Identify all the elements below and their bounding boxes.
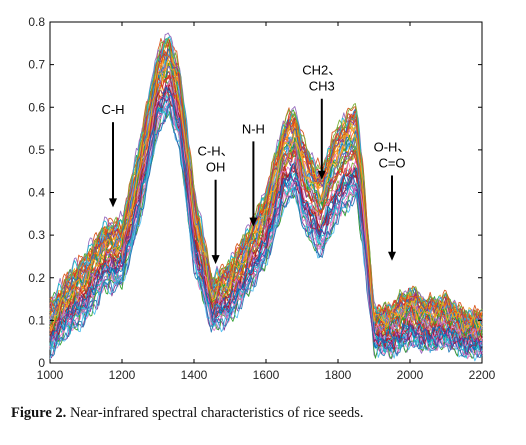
arrow-head	[388, 251, 396, 261]
spectrum-line	[49, 65, 483, 341]
x-tick-label: 1200	[109, 368, 136, 382]
annotation-label: C=O	[378, 155, 405, 170]
spectra-lines	[49, 32, 483, 362]
spectrum-line	[49, 79, 483, 347]
spectrum-line	[49, 58, 483, 333]
x-tick-label: 1400	[181, 368, 208, 382]
y-tick-label: 0.5	[28, 143, 45, 157]
spectrum-line	[49, 93, 483, 355]
y-tick-label: 0	[38, 356, 45, 370]
annotation-label: CH2、	[302, 63, 341, 78]
y-tick-label: 0.4	[28, 186, 45, 200]
y-tick-label: 0.1	[28, 313, 45, 327]
x-tick-label: 1600	[253, 368, 280, 382]
y-tick-label: 0.8	[28, 15, 45, 29]
arrow-head	[109, 198, 117, 208]
annotation-label: CH3	[309, 79, 335, 94]
spectrum-line	[49, 94, 483, 354]
x-tick-label: 1800	[325, 368, 352, 382]
annotation-label: O-H、	[374, 139, 411, 154]
band-annotations: C-H C-H、OH N-H CH2、CH3 O-H、C=O	[101, 63, 411, 265]
spectrum-line	[49, 36, 483, 326]
arrow-head	[211, 255, 220, 265]
y-tick-label: 0.7	[28, 58, 45, 72]
y-tick-label: 0.3	[28, 228, 45, 242]
x-tick-label: 2000	[397, 368, 424, 382]
x-tick-label: 1000	[37, 368, 64, 382]
annotation-label: C-H、	[198, 144, 234, 159]
y-tick-label: 0.2	[28, 271, 45, 285]
arrow-head	[317, 170, 326, 180]
arrow-head	[249, 217, 258, 227]
y-tick-label: 0.6	[28, 100, 45, 114]
annotation-label: OH	[206, 160, 226, 175]
caption-text: Near-infrared spectral characteristics o…	[66, 405, 364, 421]
annotation-label: N-H	[242, 121, 265, 136]
annotation-label: C-H	[101, 102, 124, 117]
caption-label: Figure 2.	[11, 405, 67, 421]
figure-caption: Figure 2. Near-infrared spectral charact…	[11, 405, 516, 422]
x-tick-label: 2200	[469, 368, 496, 382]
axes: 1000 1200 1400 1600 1800 2000 2200 0 0.1 0.2 0.3 0.…	[28, 15, 495, 382]
spectrum-line	[49, 103, 483, 358]
spectrum-line	[49, 48, 483, 336]
